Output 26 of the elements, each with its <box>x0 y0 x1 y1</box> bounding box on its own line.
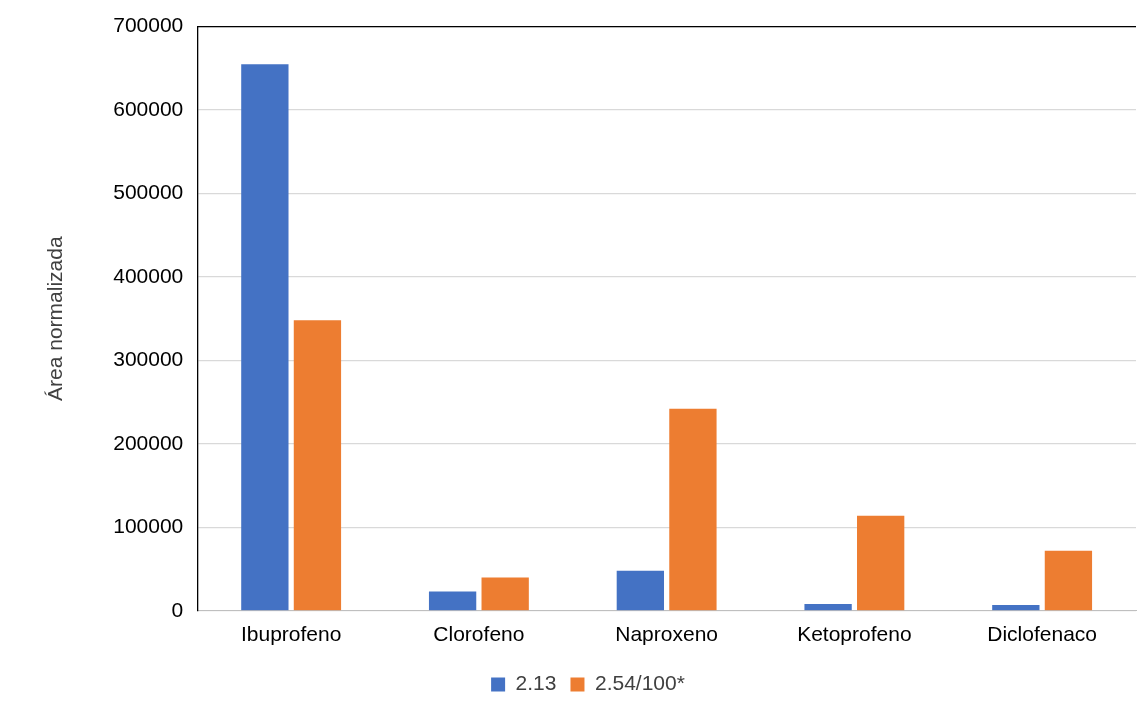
bar <box>804 604 852 611</box>
bar <box>241 64 289 611</box>
x-tick-label: Clorofeno <box>433 622 525 646</box>
y-tick-label: 100000 <box>113 514 184 538</box>
bar <box>616 570 665 611</box>
bar <box>857 515 905 611</box>
y-tick-label: 200000 <box>113 430 184 454</box>
legend-label: 2.54/100* <box>594 671 685 695</box>
bar <box>992 604 1040 611</box>
x-tick-label: Ketoprofeno <box>797 622 912 646</box>
x-tick-label: Naproxeno <box>615 622 718 646</box>
legend-label: 2.13 <box>515 671 557 695</box>
y-tick-label: 500000 <box>113 180 184 204</box>
y-tick-label: 0 <box>171 597 184 621</box>
bar <box>428 591 477 611</box>
y-tick-label: 700000 <box>113 13 184 37</box>
y-tick-label: 300000 <box>113 347 184 371</box>
y-tick-label: 400000 <box>113 263 184 287</box>
bar <box>669 408 717 611</box>
y-tick-label: 600000 <box>113 96 184 120</box>
x-tick-label: Diclofenaco <box>987 622 1097 646</box>
bar <box>481 577 529 611</box>
y-axis-title: Área normalizada <box>43 236 67 401</box>
bar <box>293 320 342 611</box>
bar <box>1044 550 1093 611</box>
x-tick-label: Ibuprofeno <box>240 622 342 646</box>
